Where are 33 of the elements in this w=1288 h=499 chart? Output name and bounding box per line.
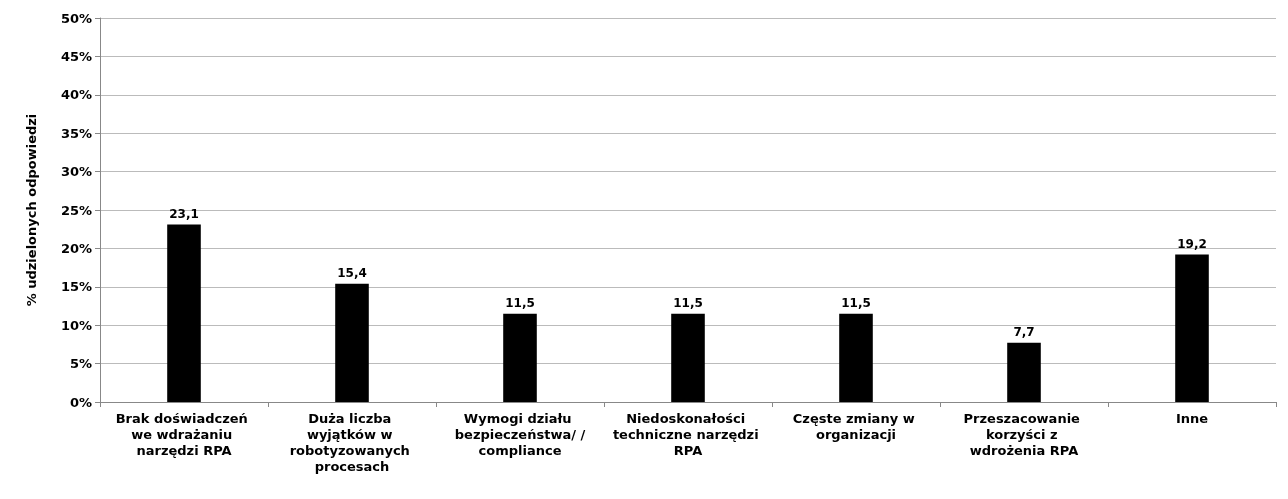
y-axis-title: % udzielonych odpowiedzi [24,113,39,307]
y-tick-label: 50% [60,10,92,26]
bar [335,283,369,402]
x-tick-label: Przeszacowanie korzyści z wdrożenia RPA [963,410,1085,458]
data-label: 23,1 [169,206,199,221]
data-label: 11,5 [841,295,871,310]
y-tick-label: 10% [60,317,92,333]
data-label: 19,2 [1177,236,1207,251]
y-tick-label: 35% [60,125,92,141]
data-label: 15,4 [337,265,367,280]
y-tick-label: 0% [69,394,92,410]
bar [1175,254,1209,402]
bar [1007,342,1041,402]
y-tick-label: 40% [60,87,92,103]
data-label: 7,7 [1013,324,1035,339]
data-label: 11,5 [673,295,703,310]
y-tick-label: 30% [60,164,92,180]
x-tick-label: Brak doświadczeń we wdrażaniu narzędzi RPA [115,410,253,458]
bar [167,224,201,402]
x-tick-label: Niedoskonałości techniczne narzędzi RPA [612,410,764,458]
y-tick-label: 15% [60,279,92,295]
y-tick-label: 45% [60,48,92,64]
bar [503,313,537,402]
y-tick-label: 5% [69,356,92,372]
bar [839,313,873,402]
y-tick-label: 25% [60,202,92,218]
data-label: 11,5 [505,295,535,310]
bar [671,313,705,402]
x-tick-label: Inne [1175,410,1209,426]
y-tick-label: 20% [60,240,92,256]
x-tick-label: Częste zmiany w organizacji [792,410,920,442]
x-tick-label: Duża liczba wyjątków w robotyzowanych procesach [289,410,415,474]
x-tick-label: Wymogi działu bezpieczeństwa/ /compliance [454,410,586,458]
